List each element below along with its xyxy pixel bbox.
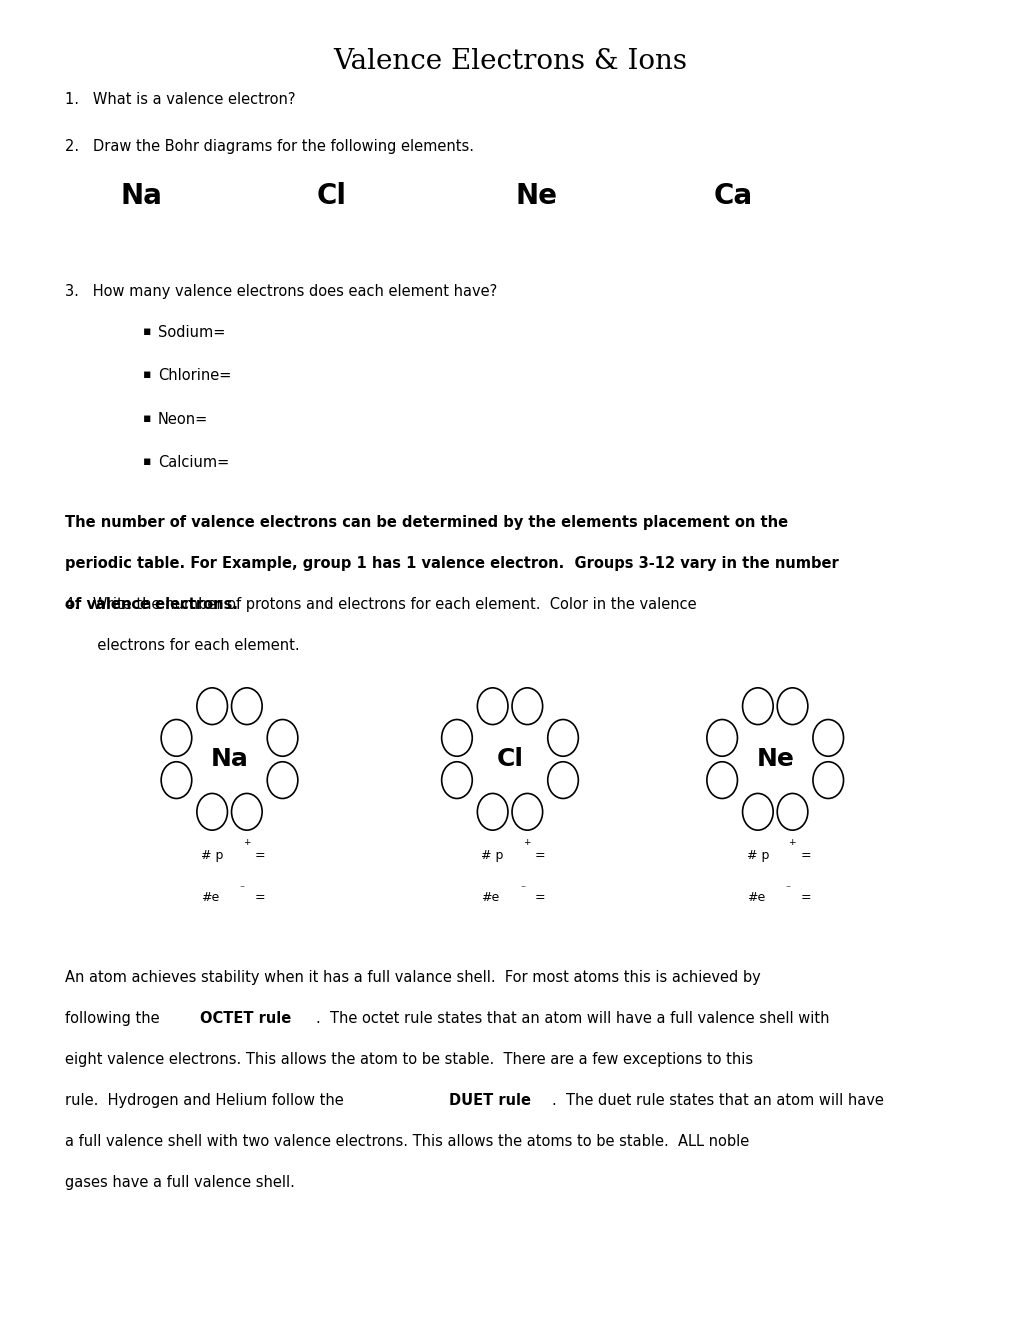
Text: =: = bbox=[531, 849, 545, 862]
Text: Calcium=: Calcium= bbox=[158, 455, 229, 470]
Text: ⁻: ⁻ bbox=[239, 884, 245, 895]
Text: Chlorine=: Chlorine= bbox=[158, 368, 231, 383]
Text: =: = bbox=[796, 891, 810, 904]
Text: periodic table. For Example, group 1 has 1 valence electron.  Groups 3-12 vary i: periodic table. For Example, group 1 has… bbox=[65, 556, 839, 570]
Text: DUET rule: DUET rule bbox=[448, 1093, 530, 1107]
Text: of valence electrons.: of valence electrons. bbox=[65, 597, 238, 611]
Text: ▪: ▪ bbox=[143, 455, 151, 469]
Text: 1.   What is a valence electron?: 1. What is a valence electron? bbox=[65, 92, 296, 107]
Text: 2.   Draw the Bohr diagrams for the following elements.: 2. Draw the Bohr diagrams for the follow… bbox=[65, 139, 474, 153]
Text: a full valence shell with two valence electrons. This allows the atoms to be sta: a full valence shell with two valence el… bbox=[65, 1134, 749, 1148]
Text: Na: Na bbox=[120, 182, 162, 210]
Text: =: = bbox=[531, 891, 545, 904]
Text: ⁻: ⁻ bbox=[520, 884, 525, 895]
Text: Ca: Ca bbox=[713, 182, 752, 210]
Text: Na: Na bbox=[210, 747, 249, 771]
Text: =: = bbox=[251, 849, 265, 862]
Text: Cl: Cl bbox=[496, 747, 523, 771]
Text: # p: # p bbox=[481, 849, 503, 862]
Text: =: = bbox=[251, 891, 265, 904]
Text: eight valence electrons. This allows the atom to be stable.  There are a few exc: eight valence electrons. This allows the… bbox=[65, 1052, 753, 1067]
Text: Sodium=: Sodium= bbox=[158, 325, 225, 339]
Text: The number of valence electrons can be determined by the elements placement on t: The number of valence electrons can be d… bbox=[65, 515, 788, 529]
Text: #e: #e bbox=[201, 891, 219, 904]
Text: +: + bbox=[788, 838, 795, 847]
Text: rule.  Hydrogen and Helium follow the: rule. Hydrogen and Helium follow the bbox=[65, 1093, 348, 1107]
Text: ▪: ▪ bbox=[143, 368, 151, 381]
Text: # p: # p bbox=[746, 849, 768, 862]
Text: #e: #e bbox=[481, 891, 499, 904]
Text: Valence Electrons & Ions: Valence Electrons & Ions bbox=[332, 48, 687, 74]
Text: ⁻: ⁻ bbox=[785, 884, 790, 895]
Text: Cl: Cl bbox=[316, 182, 345, 210]
Text: Ne: Ne bbox=[515, 182, 556, 210]
Text: +: + bbox=[523, 838, 530, 847]
Text: 3.   How many valence electrons does each element have?: 3. How many valence electrons does each … bbox=[65, 284, 497, 298]
Text: +: + bbox=[243, 838, 250, 847]
Text: # p: # p bbox=[201, 849, 223, 862]
Text: .  The duet rule states that an atom will have: . The duet rule states that an atom will… bbox=[551, 1093, 882, 1107]
Text: gases have a full valence shell.: gases have a full valence shell. bbox=[65, 1175, 294, 1189]
Text: .  The octet rule states that an atom will have a full valence shell with: . The octet rule states that an atom wil… bbox=[316, 1011, 828, 1026]
Text: Ne: Ne bbox=[755, 747, 794, 771]
Text: Neon=: Neon= bbox=[158, 412, 208, 426]
Text: electrons for each element.: electrons for each element. bbox=[65, 638, 300, 652]
Text: 4.   Write the number of protons and electrons for each element.  Color in the v: 4. Write the number of protons and elect… bbox=[65, 597, 696, 611]
Text: An atom achieves stability when it has a full valance shell.  For most atoms thi: An atom achieves stability when it has a… bbox=[65, 970, 760, 985]
Text: =: = bbox=[796, 849, 810, 862]
Text: following the: following the bbox=[65, 1011, 164, 1026]
Text: OCTET rule: OCTET rule bbox=[200, 1011, 290, 1026]
Text: #e: #e bbox=[746, 891, 764, 904]
Text: ▪: ▪ bbox=[143, 325, 151, 338]
Text: ▪: ▪ bbox=[143, 412, 151, 425]
